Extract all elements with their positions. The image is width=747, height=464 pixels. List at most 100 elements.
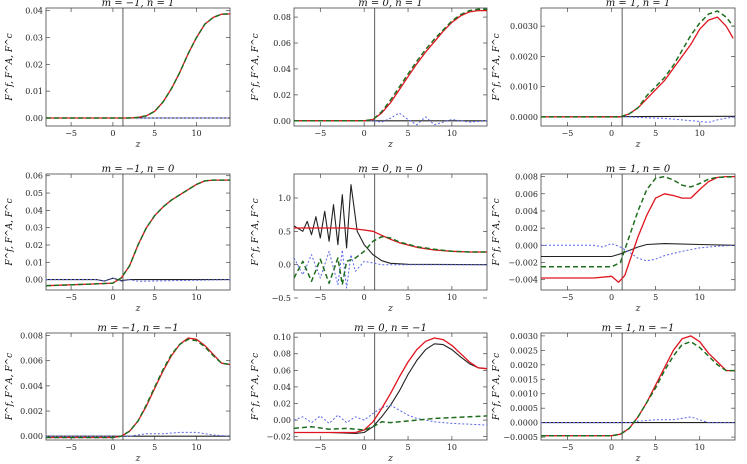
x-axis-label: z: [387, 454, 393, 464]
y-tick-label: 0.00: [273, 416, 291, 425]
x-tick-label: 5: [152, 293, 157, 302]
y-tick-label: 0.0030: [510, 22, 538, 31]
y-tick-label: 0.02: [273, 400, 291, 409]
plot-frame: [540, 332, 736, 441]
plot-area: [46, 174, 230, 290]
y-axis-label: F^f, F^A, F^c: [251, 33, 261, 101]
y-tick-label: −0.0005: [503, 433, 538, 442]
panel-9: m = 1, n = −1 −5 0 5 10 −0.0005 0.0000 0.0005 0.…: [492, 323, 736, 464]
x-tick-label: 5: [653, 293, 658, 302]
y-tick-label: 0.10: [273, 333, 291, 342]
panel-7: m = −1, n = −1 −5 0 5 10 0.000 0.002 0.004 0.006…: [5, 323, 231, 464]
x-axis-label: z: [635, 304, 641, 314]
panel-title: m = −1, n = 0: [102, 164, 175, 175]
y-tick-label: −0.004: [508, 276, 538, 285]
plot-frame: [540, 7, 736, 127]
plot-frame: [540, 173, 736, 291]
y-tick-label: 0.002: [20, 407, 43, 416]
series-line-green-dashed: [46, 179, 230, 287]
y-axis-label: F^f, F^A, F^c: [492, 33, 502, 101]
y-axis-label: F^f, F^A, F^c: [492, 198, 502, 266]
series-line-blue-dotted: [294, 249, 487, 289]
y-tick-label: 0.0005: [510, 404, 538, 413]
series-line-black: [294, 343, 487, 434]
y-tick-label: 1.0: [278, 194, 291, 203]
y-tick-label: 0.00: [25, 276, 43, 285]
series-line-red: [46, 13, 230, 119]
x-tick-label: 0: [362, 129, 367, 138]
y-tick-label: 0.06: [25, 172, 43, 181]
x-axis-label: z: [387, 304, 393, 314]
y-tick-label: 0.0: [278, 261, 291, 270]
x-tick-label: −5: [314, 129, 326, 138]
x-tick-label: −5: [314, 443, 326, 452]
x-tick-label: 5: [152, 443, 157, 452]
plot-area: [46, 333, 230, 440]
panel-6: m = 1, n = 0 −5 0 5 10 −0.004 −0.002 0.000 0.002…: [492, 164, 736, 314]
x-tick-label: −5: [314, 293, 326, 302]
x-tick-label: 0: [362, 443, 367, 452]
x-tick-label: 5: [405, 293, 410, 302]
y-tick-label: 0.01: [25, 87, 43, 96]
x-tick-label: 0: [110, 129, 115, 138]
plot-area: [294, 8, 487, 126]
series-line-red: [294, 227, 487, 253]
series-line-red: [294, 337, 487, 434]
y-tick-label: 0.006: [20, 357, 43, 366]
series-line-red: [294, 9, 487, 122]
y-tick-label: 0.03: [25, 34, 43, 43]
panel-title: m = 1, n = 1: [606, 0, 670, 9]
x-tick-label: 10: [447, 129, 457, 138]
y-tick-label: 0.0030: [510, 332, 538, 341]
x-axis-label: z: [135, 304, 141, 314]
plot-frame: [45, 332, 231, 441]
series-line-green-dashed: [294, 415, 487, 431]
y-tick-label: 0.5: [278, 227, 291, 236]
x-tick-label: 0: [609, 293, 614, 302]
y-tick-label: 0.02: [273, 91, 291, 100]
panel-3: m = 1, n = 1 −5 0 5 10 0.0000 0.0010 0.0020 0.00…: [492, 0, 736, 150]
y-tick-label: 0.04: [25, 7, 43, 16]
y-tick-label: 0.004: [515, 207, 538, 216]
x-tick-label: 5: [405, 443, 410, 452]
y-tick-label: 0.08: [273, 350, 291, 359]
y-tick-label: 0.008: [515, 173, 538, 182]
x-axis-label: z: [387, 140, 393, 150]
y-tick-label: 0.0020: [510, 52, 538, 61]
panel-title: m = 1, n = −1: [602, 323, 675, 334]
y-tick-label: 0.00: [25, 114, 43, 123]
series-line-green-dashed: [46, 338, 230, 439]
y-tick-label: 0.0020: [510, 361, 538, 370]
plot-frame: [45, 173, 231, 291]
y-tick-label: 0.002: [515, 224, 538, 233]
plot-area: [541, 333, 735, 440]
y-tick-label: 0.06: [273, 39, 291, 48]
series-line-red: [46, 179, 230, 287]
x-tick-label: 10: [191, 443, 201, 452]
x-tick-label: −5: [562, 129, 574, 138]
plot-area: [541, 8, 735, 126]
x-tick-label: 10: [191, 293, 201, 302]
series-line-green-dashed: [294, 8, 487, 122]
y-axis-label: F^f, F^A, F^c: [5, 198, 15, 266]
y-tick-label: 0.006: [515, 190, 538, 199]
y-axis-label: F^f, F^A, F^c: [251, 198, 261, 266]
x-axis-label: z: [635, 140, 641, 150]
x-tick-label: 10: [191, 129, 201, 138]
y-tick-label: 0.0000: [510, 113, 538, 122]
series-line-red: [46, 337, 230, 439]
x-tick-label: 0: [609, 443, 614, 452]
panel-8: m = 0, n = −1 −5 0 5 10 −0.02 0.00 0.02 0.04 0.06…: [251, 323, 488, 464]
panel-title: m = 0, n = 0: [358, 164, 423, 175]
x-tick-label: 10: [447, 443, 457, 452]
x-tick-label: −5: [562, 293, 574, 302]
series-line-blue-dotted: [541, 243, 735, 262]
y-tick-label: 0.08: [273, 13, 291, 22]
series-line-red: [541, 175, 735, 283]
x-tick-label: 0: [110, 293, 115, 302]
x-tick-label: 5: [405, 129, 410, 138]
plot-area: [541, 174, 735, 290]
y-axis-label: F^f, F^A, F^c: [251, 353, 261, 421]
series-line-blue-dotted: [294, 112, 487, 126]
